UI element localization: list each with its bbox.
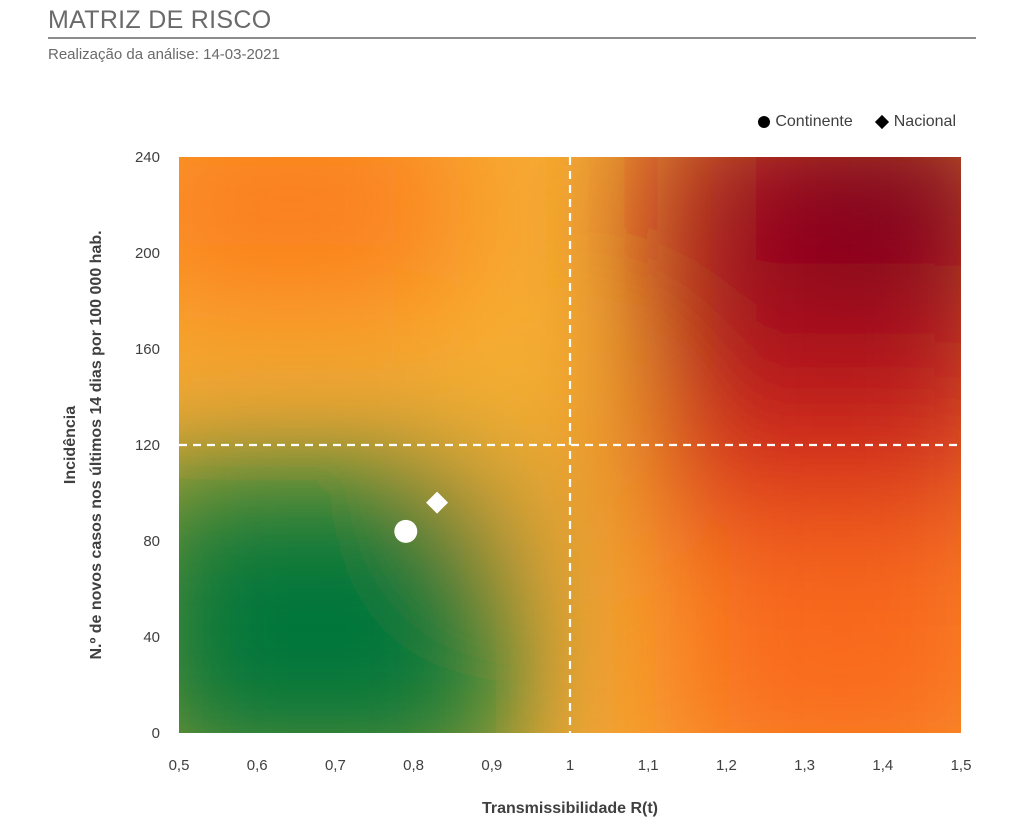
y-tick-label: 0 bbox=[152, 725, 160, 742]
x-axis-ticks: 0,5 0,6 0,7 0,8 0,9 1 1,1 1,2 1,3 1,4 1,5 bbox=[169, 757, 972, 774]
x-tick-label: 1,5 bbox=[951, 757, 972, 774]
x-tick-label: 1 bbox=[566, 757, 574, 774]
x-tick-label: 1,2 bbox=[716, 757, 737, 774]
heatmap-center-zone bbox=[484, 369, 625, 530]
x-tick-label: 1,3 bbox=[794, 757, 815, 774]
data-points bbox=[394, 491, 449, 543]
x-tick-label: 0,7 bbox=[325, 757, 346, 774]
chart-legend: Continente Nacional bbox=[736, 113, 956, 131]
legend-label-nacional: Nacional bbox=[893, 113, 956, 130]
x-tick-label: 1,4 bbox=[872, 757, 893, 774]
y-tick-label: 200 bbox=[135, 245, 160, 262]
x-tick-label: 0,9 bbox=[481, 757, 502, 774]
legend-label-continente: Continente bbox=[775, 113, 853, 130]
x-tick-label: 0,6 bbox=[247, 757, 268, 774]
y-axis-title-line1: Incidência bbox=[62, 406, 79, 484]
legend-item-continente: Continente bbox=[758, 113, 853, 131]
heatmap-orange-lower-right bbox=[663, 505, 961, 733]
title-divider bbox=[48, 37, 976, 39]
heatmap-orange-upper-left bbox=[179, 157, 461, 313]
threshold-lines bbox=[179, 157, 961, 733]
legend-item-nacional: Nacional bbox=[874, 113, 956, 131]
circle-marker-icon bbox=[758, 116, 771, 128]
y-tick-label: 240 bbox=[135, 149, 160, 166]
analysis-date: Realização da análise: 14-03-2021 bbox=[48, 46, 280, 63]
point-nacional bbox=[426, 491, 449, 514]
x-axis-title: Transmissibilidade R(t) bbox=[482, 800, 658, 817]
y-tick-label: 120 bbox=[135, 437, 160, 454]
x-tick-label: 1,1 bbox=[638, 757, 659, 774]
heatmap-blobs bbox=[179, 157, 961, 733]
point-continente bbox=[394, 519, 418, 543]
x-tick-label: 0,8 bbox=[403, 757, 424, 774]
y-tick-label: 40 bbox=[143, 629, 160, 646]
heatmap-critical-zone bbox=[765, 157, 961, 277]
y-axis-ticks: 0 40 80 120 160 200 240 bbox=[135, 149, 160, 742]
y-tick-label: 160 bbox=[135, 341, 160, 358]
page-title: MATRIZ DE RISCO bbox=[48, 6, 272, 34]
heatmap-low-zone bbox=[179, 464, 516, 733]
y-tick-label: 80 bbox=[143, 533, 160, 550]
y-axis-title-line2: N.º de novos casos nos últimos 14 dias p… bbox=[88, 230, 105, 659]
x-tick-label: 0,5 bbox=[169, 757, 190, 774]
